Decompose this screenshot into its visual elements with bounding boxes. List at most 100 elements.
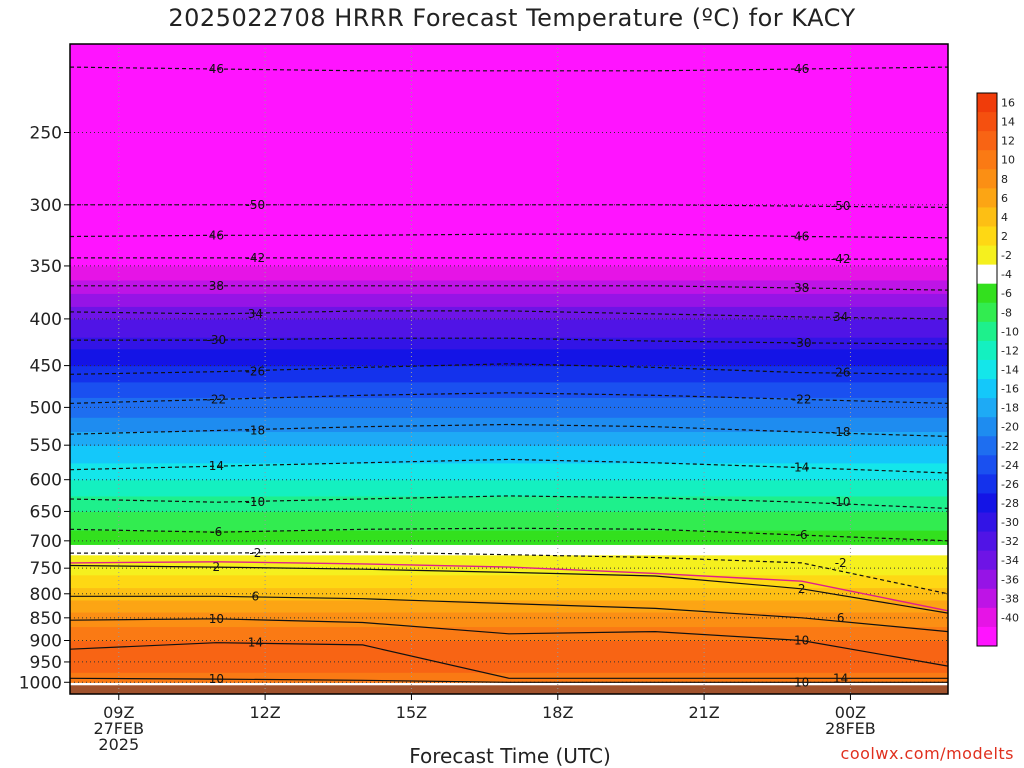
temperature-band bbox=[70, 654, 948, 658]
y-tick-label: 650 bbox=[30, 502, 62, 522]
temperature-band bbox=[70, 454, 948, 460]
colorbar-label: -18 bbox=[1001, 402, 1019, 415]
colorbar-label: -40 bbox=[1001, 611, 1019, 624]
contour-label: 34 bbox=[248, 307, 263, 321]
temperature-band bbox=[70, 507, 948, 513]
contour-label: 10 bbox=[209, 612, 224, 626]
temperature-band bbox=[70, 458, 948, 464]
temperature-band bbox=[70, 279, 948, 288]
temperature-band bbox=[70, 659, 948, 663]
temperature-band bbox=[70, 645, 948, 650]
x-tick-label: 15Z bbox=[396, 703, 427, 722]
temperature-band bbox=[70, 407, 948, 413]
contour-label: 2 bbox=[798, 582, 806, 596]
temperature-band bbox=[70, 101, 948, 113]
contour-label: 14 bbox=[833, 671, 848, 685]
colorbar-cell bbox=[977, 436, 997, 456]
contour-label: 6 bbox=[252, 589, 260, 603]
temperature-band bbox=[70, 449, 948, 455]
temperature-band bbox=[70, 544, 948, 549]
y-tick-label: 1000 bbox=[19, 673, 62, 693]
contour-line bbox=[69, 392, 949, 404]
temperature-band bbox=[70, 475, 948, 481]
colorbar-cell bbox=[977, 131, 997, 151]
contour-label: -18 bbox=[246, 423, 266, 437]
contour-line bbox=[69, 642, 948, 679]
x-tick-label: 21Z bbox=[688, 703, 719, 722]
temperature-band bbox=[70, 605, 948, 610]
contour-label: 2 bbox=[213, 560, 221, 574]
contour-label: -26 bbox=[831, 366, 851, 380]
colorbar-label: -34 bbox=[1001, 554, 1019, 567]
temperature-band bbox=[70, 596, 948, 601]
x-tick-label: 00Z bbox=[835, 703, 866, 722]
temperature-band bbox=[70, 112, 948, 124]
temperature-band bbox=[70, 574, 948, 579]
temperature-band bbox=[70, 312, 948, 320]
temperature-band bbox=[70, 265, 948, 274]
colorbar-cell bbox=[977, 550, 997, 571]
temperature-band bbox=[70, 365, 948, 372]
contour-label: -18 bbox=[831, 425, 851, 439]
temperature-band bbox=[70, 593, 948, 598]
contour-label: -10 bbox=[831, 495, 851, 509]
temperature-band bbox=[70, 445, 948, 451]
chart-title: 2025022708 HRRR Forecast Temperature (ºC… bbox=[168, 4, 856, 32]
colorbar-cell bbox=[977, 340, 997, 361]
temperature-band bbox=[70, 629, 948, 633]
colorbar-label: 6 bbox=[1001, 192, 1008, 205]
colorbar-cell bbox=[977, 188, 997, 208]
temperature-band bbox=[70, 530, 948, 535]
contour-line bbox=[70, 595, 949, 633]
temperature-band bbox=[70, 467, 948, 472]
colorbar-label: -8 bbox=[1001, 306, 1012, 319]
temperature-band bbox=[70, 132, 948, 143]
temperature-band bbox=[70, 376, 948, 383]
contour-label: 10 bbox=[794, 633, 809, 647]
x-tick-label: 2025 bbox=[98, 735, 139, 754]
contour-line bbox=[69, 458, 949, 474]
colorbar-cell bbox=[977, 264, 997, 285]
temperature-band bbox=[70, 412, 948, 418]
colorbar-cell bbox=[977, 226, 997, 247]
colorbar-frame bbox=[976, 92, 998, 647]
contour-label: -50 bbox=[831, 199, 851, 213]
temperature-band bbox=[70, 79, 948, 92]
x-tick-label: 28FEB bbox=[825, 719, 876, 738]
colorbar-cell bbox=[977, 283, 997, 304]
colorbar-label: -38 bbox=[1001, 592, 1019, 605]
colorbar-label: 14 bbox=[1001, 116, 1015, 129]
temperature-band bbox=[70, 643, 948, 647]
temperature-band bbox=[70, 244, 948, 253]
contour-label: -2 bbox=[249, 546, 261, 560]
temperature-band bbox=[70, 170, 948, 180]
contour-label: -50 bbox=[246, 198, 266, 212]
temperature-band bbox=[70, 179, 948, 189]
temperature-band bbox=[70, 664, 948, 668]
contour-line bbox=[69, 363, 949, 375]
contour-label: 34 bbox=[833, 310, 848, 324]
temperature-band bbox=[70, 299, 948, 307]
temperature-band bbox=[70, 342, 948, 350]
colorbar-label: -30 bbox=[1001, 516, 1019, 529]
contour-label: 46 bbox=[794, 230, 809, 244]
temperature-band bbox=[70, 90, 948, 103]
temperature-band bbox=[70, 272, 948, 281]
temperature-band bbox=[70, 402, 948, 408]
temperature-band bbox=[70, 526, 948, 531]
colorbar-label: -36 bbox=[1001, 573, 1019, 586]
temperature-band bbox=[70, 602, 948, 607]
contour-label: -30 bbox=[792, 336, 812, 350]
temperature-band bbox=[70, 286, 948, 294]
x-tick-label: 12Z bbox=[249, 703, 280, 722]
x-axis-label: Forecast Time (UTC) bbox=[409, 744, 611, 768]
y-tick-label: 600 bbox=[30, 471, 62, 491]
colorbar-label: -22 bbox=[1001, 440, 1019, 453]
credit-link[interactable]: coolwx.com/modelts bbox=[840, 744, 1014, 763]
y-tick-label: 250 bbox=[30, 123, 62, 143]
ground-strip bbox=[70, 685, 948, 694]
temperature-band bbox=[70, 387, 948, 393]
temperature-band bbox=[70, 220, 948, 230]
temperature-band bbox=[70, 540, 948, 545]
contour-line bbox=[69, 677, 948, 683]
